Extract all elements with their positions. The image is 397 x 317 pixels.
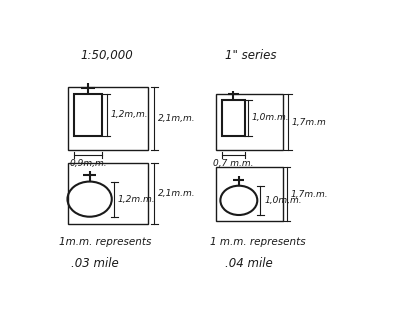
Text: 1,7m.m.: 1,7m.m.: [290, 190, 328, 199]
Text: 1m.m. represents: 1m.m. represents: [59, 237, 151, 247]
Text: 1,2m.m.: 1,2m.m.: [118, 195, 156, 204]
Text: 0,9m,m.: 0,9m,m.: [69, 159, 107, 168]
Text: 1" series: 1" series: [225, 49, 277, 62]
Text: .03 mile: .03 mile: [71, 256, 119, 269]
Text: 2,1m.m.: 2,1m.m.: [158, 189, 196, 197]
Bar: [68, 87, 148, 150]
Bar: [222, 100, 245, 136]
Text: .04 mile: .04 mile: [225, 256, 273, 269]
Text: 1,0m.m.: 1,0m.m.: [252, 113, 289, 122]
Bar: [216, 167, 283, 221]
Text: 1,2m,m.: 1,2m,m.: [110, 110, 148, 120]
Text: 1,0m,m.: 1,0m,m.: [264, 196, 302, 205]
Text: 2,1m,m.: 2,1m,m.: [158, 114, 196, 123]
Bar: [216, 94, 283, 150]
Text: 1 m.m. represents: 1 m.m. represents: [210, 237, 305, 247]
Text: 1,7m.m: 1,7m.m: [292, 118, 326, 127]
Text: 1:50,000: 1:50,000: [80, 49, 133, 62]
Text: 0,7 m.m.: 0,7 m.m.: [213, 159, 254, 168]
Bar: [68, 163, 148, 223]
Bar: [74, 94, 102, 136]
